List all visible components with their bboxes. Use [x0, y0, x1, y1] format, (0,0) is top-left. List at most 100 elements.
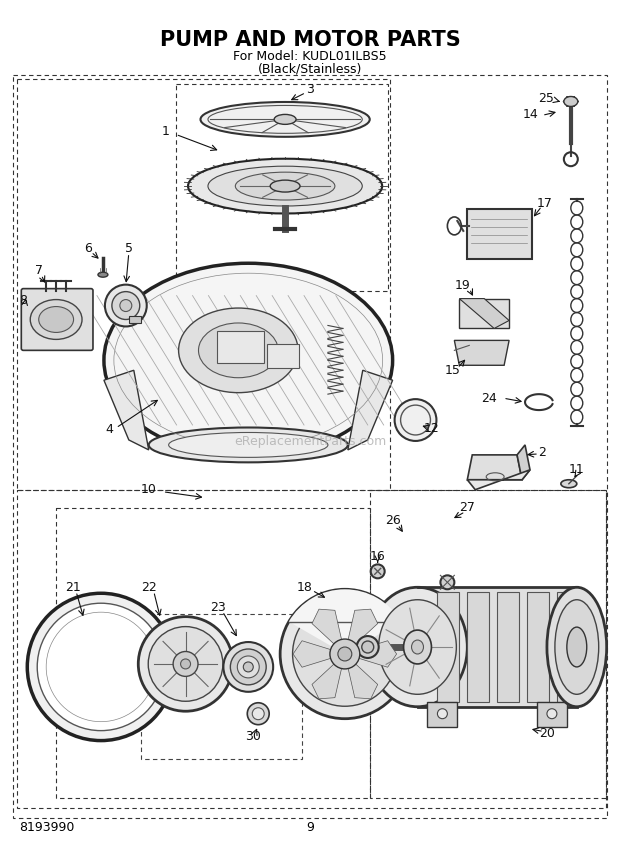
Ellipse shape — [180, 659, 190, 669]
Ellipse shape — [27, 593, 175, 740]
Text: 1: 1 — [162, 125, 170, 138]
Text: 3: 3 — [306, 83, 314, 96]
Ellipse shape — [438, 709, 448, 719]
Ellipse shape — [138, 616, 233, 711]
Text: 26: 26 — [385, 514, 401, 527]
Text: 16: 16 — [370, 550, 386, 563]
Text: 21: 21 — [65, 580, 81, 594]
Text: 4: 4 — [105, 424, 113, 437]
Ellipse shape — [223, 642, 273, 692]
Bar — [56, 508, 370, 799]
Text: 17: 17 — [537, 197, 553, 210]
FancyBboxPatch shape — [459, 299, 509, 329]
Ellipse shape — [356, 636, 379, 658]
Polygon shape — [104, 371, 149, 450]
Ellipse shape — [112, 292, 140, 319]
Ellipse shape — [274, 115, 296, 124]
Ellipse shape — [247, 703, 269, 725]
Text: 6: 6 — [84, 242, 92, 255]
Text: 8193990: 8193990 — [19, 821, 74, 835]
Text: 10: 10 — [141, 484, 157, 496]
Ellipse shape — [561, 479, 577, 488]
Polygon shape — [345, 654, 378, 698]
FancyBboxPatch shape — [467, 209, 532, 259]
Text: 15: 15 — [445, 364, 460, 377]
Ellipse shape — [330, 639, 360, 669]
Ellipse shape — [148, 627, 223, 701]
Bar — [467, 592, 489, 702]
Ellipse shape — [120, 300, 132, 312]
Ellipse shape — [208, 166, 362, 206]
Bar — [527, 592, 549, 702]
Bar — [438, 592, 459, 702]
Ellipse shape — [37, 603, 165, 731]
Polygon shape — [312, 654, 345, 698]
Bar — [14, 74, 606, 818]
Text: 19: 19 — [454, 279, 470, 292]
Bar — [17, 79, 389, 490]
Ellipse shape — [270, 180, 300, 192]
Polygon shape — [467, 470, 530, 490]
Text: eReplacementParts.com: eReplacementParts.com — [234, 436, 386, 449]
Ellipse shape — [188, 158, 382, 213]
Ellipse shape — [547, 709, 557, 719]
Text: (Black/Stainless): (Black/Stainless) — [258, 62, 362, 75]
Ellipse shape — [200, 102, 370, 137]
Ellipse shape — [564, 97, 578, 106]
Polygon shape — [345, 609, 378, 654]
Text: 9: 9 — [306, 821, 314, 835]
Text: For Model: KUDL01ILBS5: For Model: KUDL01ILBS5 — [233, 50, 387, 62]
Text: 18: 18 — [297, 580, 313, 594]
FancyBboxPatch shape — [21, 288, 93, 350]
Polygon shape — [312, 609, 345, 654]
Polygon shape — [467, 455, 522, 479]
Text: 30: 30 — [246, 730, 261, 743]
Polygon shape — [427, 702, 458, 727]
Ellipse shape — [368, 587, 467, 707]
Ellipse shape — [379, 600, 456, 694]
Text: PUMP AND MOTOR PARTS: PUMP AND MOTOR PARTS — [159, 30, 461, 50]
Wedge shape — [289, 589, 401, 654]
Ellipse shape — [252, 708, 264, 720]
Polygon shape — [417, 587, 577, 707]
Ellipse shape — [243, 662, 253, 672]
Ellipse shape — [280, 589, 410, 719]
Bar — [175, 84, 388, 291]
Bar — [557, 592, 579, 702]
Polygon shape — [517, 445, 530, 479]
Text: 11: 11 — [569, 463, 585, 476]
Text: 27: 27 — [459, 501, 475, 514]
FancyBboxPatch shape — [129, 316, 141, 324]
Ellipse shape — [38, 306, 74, 332]
Polygon shape — [348, 371, 392, 450]
Ellipse shape — [149, 427, 348, 462]
Ellipse shape — [104, 264, 392, 457]
Ellipse shape — [179, 308, 298, 393]
Polygon shape — [345, 641, 397, 667]
Ellipse shape — [338, 647, 352, 661]
Ellipse shape — [440, 575, 454, 589]
Ellipse shape — [547, 587, 606, 707]
Ellipse shape — [30, 300, 82, 339]
Polygon shape — [459, 299, 509, 329]
Ellipse shape — [236, 172, 335, 200]
Bar — [17, 490, 606, 808]
Text: 12: 12 — [423, 421, 440, 435]
Bar — [497, 592, 519, 702]
Ellipse shape — [198, 323, 278, 377]
Polygon shape — [293, 641, 345, 667]
Text: 2: 2 — [538, 446, 546, 460]
Ellipse shape — [412, 640, 423, 654]
Ellipse shape — [394, 399, 436, 441]
Bar — [141, 614, 302, 758]
Text: 22: 22 — [141, 580, 157, 594]
Polygon shape — [537, 702, 567, 727]
Ellipse shape — [361, 641, 374, 653]
Text: 14: 14 — [523, 108, 539, 121]
Bar — [370, 490, 606, 799]
Ellipse shape — [371, 564, 384, 579]
Ellipse shape — [404, 630, 432, 664]
Ellipse shape — [567, 627, 587, 667]
Text: 24: 24 — [481, 392, 497, 405]
Ellipse shape — [237, 656, 259, 678]
